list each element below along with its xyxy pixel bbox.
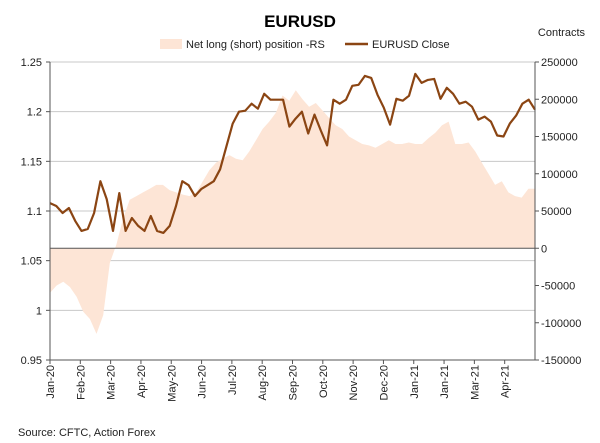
right-tick-label: 0 bbox=[541, 243, 547, 255]
right-tick-label: 50000 bbox=[541, 206, 572, 218]
right-axis-label: Contracts bbox=[538, 27, 586, 39]
chart-title: EURUSD bbox=[264, 12, 336, 31]
left-tick-label: 1.15 bbox=[21, 156, 42, 168]
x-tick-label: Mar-20 bbox=[106, 365, 118, 400]
right-tick-label: -50000 bbox=[541, 281, 575, 293]
x-tick-label: Jan-20 bbox=[45, 365, 57, 399]
right-tick-label: -100000 bbox=[541, 318, 581, 330]
left-tick-label: 1.05 bbox=[21, 256, 42, 268]
legend-area-label: Net long (short) position -RS bbox=[186, 39, 325, 51]
legend-line-label: EURUSD Close bbox=[372, 39, 450, 51]
left-tick-label: 1.2 bbox=[27, 107, 42, 119]
right-tick-label: 100000 bbox=[541, 169, 578, 181]
legend-area-swatch bbox=[160, 39, 182, 49]
right-tick-label: 250000 bbox=[541, 57, 578, 69]
right-tick-label: -150000 bbox=[541, 355, 581, 367]
x-tick-label: Jun-20 bbox=[197, 365, 209, 399]
eurusd-close-line bbox=[49, 72, 536, 234]
x-tick-label: Jan-21 bbox=[439, 365, 451, 399]
x-tick-label: Jan-21 bbox=[409, 365, 421, 399]
left-tick-label: 1.25 bbox=[21, 57, 42, 69]
right-tick-label: 200000 bbox=[541, 94, 578, 106]
left-tick-label: 1 bbox=[36, 305, 42, 317]
x-tick-label: May-20 bbox=[166, 365, 178, 402]
left-axis-ticks: 0.95 1 1.05 1.1 1.15 1.2 1.25 bbox=[21, 57, 50, 367]
x-axis-ticks: Jan-20 Feb-20 Mar-20 Apr-20 May-20 Jun-20 Jul-… bbox=[45, 360, 512, 402]
x-tick-label: Apr-21 bbox=[500, 365, 512, 398]
left-tick-label: 0.95 bbox=[21, 355, 42, 367]
x-tick-label: Apr-20 bbox=[136, 365, 148, 398]
source-note: Source: CFTC, Action Forex bbox=[18, 427, 156, 439]
x-tick-label: Dec-20 bbox=[378, 365, 390, 400]
right-axis-ticks: -150000 -100000 -50000 0 50000 100000 150000 20… bbox=[535, 57, 581, 367]
x-tick-label: Aug-20 bbox=[257, 365, 269, 400]
x-tick-label: Sep-20 bbox=[288, 365, 300, 400]
x-tick-label: Mar-21 bbox=[469, 365, 481, 400]
x-tick-label: Nov-20 bbox=[348, 365, 360, 400]
net-position-area bbox=[50, 90, 535, 334]
legend: Net long (short) position -RS EURUSD Clo… bbox=[160, 39, 450, 51]
left-tick-label: 1.1 bbox=[27, 206, 42, 218]
x-tick-label: Oct-20 bbox=[318, 365, 330, 398]
right-tick-label: 150000 bbox=[541, 132, 578, 144]
x-tick-label: Jul-20 bbox=[227, 365, 239, 395]
x-tick-label: Feb-20 bbox=[75, 365, 87, 400]
